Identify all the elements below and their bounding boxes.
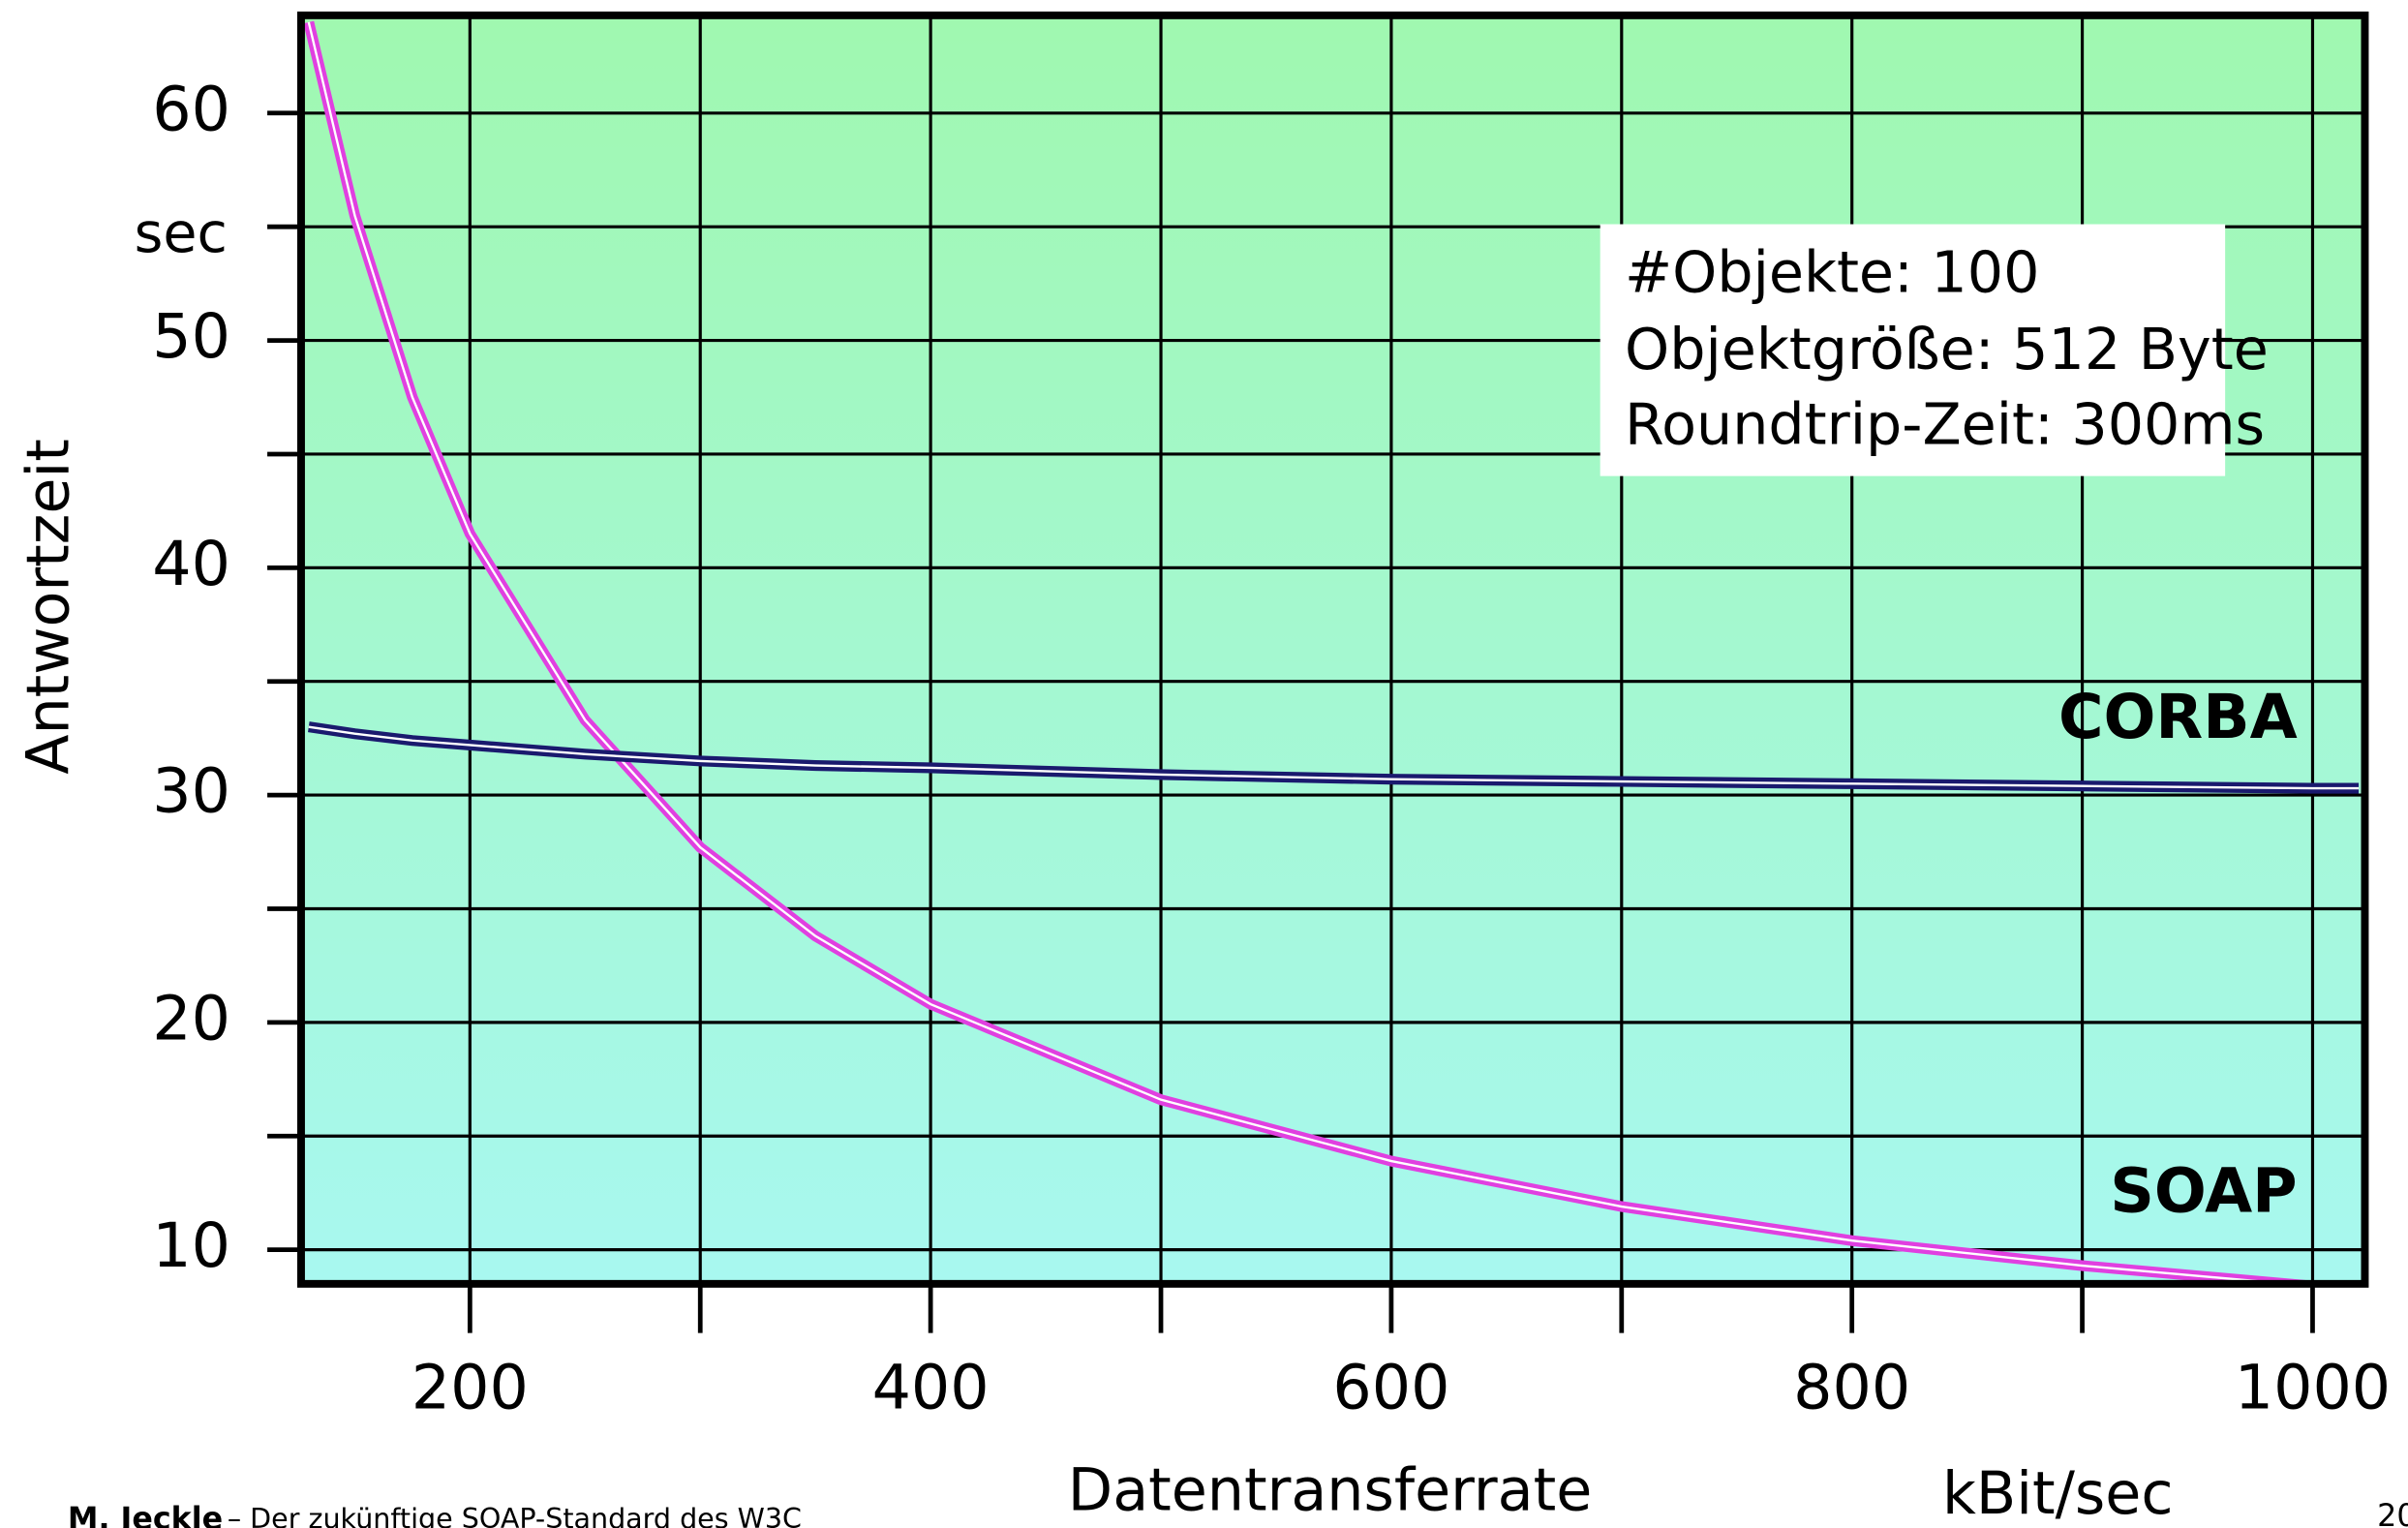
y-tick-label: 10 — [152, 1209, 230, 1281]
y-tick-label: 30 — [152, 755, 230, 827]
y-tick-label: 50 — [152, 300, 230, 372]
series-label: CORBA — [2058, 681, 2298, 752]
series-line-group — [303, 20, 2345, 1284]
series-line-highlight — [307, 21, 2301, 1284]
annotation: Roundtrip-Zeit: 300ms — [1625, 392, 2265, 458]
plot-frame — [297, 11, 2369, 1288]
y-axis-label: Antwortzeit — [15, 439, 83, 775]
x-tick-label: 1000 — [2235, 1351, 2391, 1422]
x-unit: kBit/sec — [1942, 1460, 2173, 1528]
y-tick-label: 20 — [152, 982, 230, 1054]
x-tick-label: 400 — [872, 1351, 990, 1422]
series-line-highlight — [308, 725, 2360, 790]
annotation: #Objekte: 100 — [1625, 240, 2039, 306]
y-tick-label: 60 — [152, 73, 230, 144]
plot-area — [300, 15, 2365, 1284]
x-axis-label: Datentransferrate — [1068, 1457, 1592, 1525]
footer-author: M. Jeckle — [68, 1502, 223, 1528]
annotation-box — [1600, 224, 2226, 476]
y-tick-label: 40 — [152, 528, 230, 599]
y-unit: sec — [135, 201, 228, 265]
annotation: Objektgröße: 512 Byte — [1625, 317, 2269, 382]
x-tick-label: 200 — [411, 1351, 529, 1422]
x-tick-label: 600 — [1332, 1351, 1449, 1422]
footer-text: – Der zukünftige SOAP-Standard des W3C — [228, 1503, 802, 1528]
x-tick-label: 800 — [1793, 1351, 1910, 1422]
page-number: 20 — [2377, 1499, 2408, 1528]
series-line-group — [308, 721, 2360, 794]
series-label: SOAP — [2110, 1154, 2297, 1226]
